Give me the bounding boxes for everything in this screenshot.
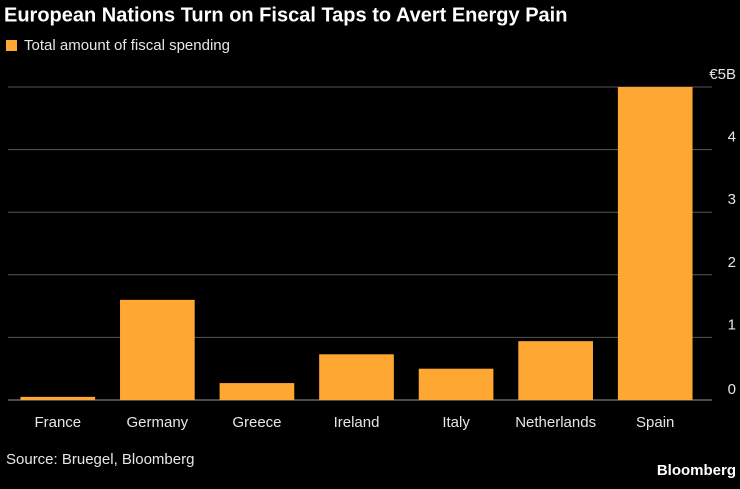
x-tick-label: Italy	[442, 414, 470, 431]
bar	[418, 368, 494, 400]
brand: Bloomberg	[657, 462, 736, 479]
chart-title: European Nations Turn on Fiscal Taps to …	[4, 4, 567, 26]
bar	[617, 87, 693, 400]
bar	[120, 299, 195, 400]
bar	[518, 341, 593, 400]
x-tick-label: Greece	[232, 414, 281, 431]
y-tick-label: 2	[728, 254, 736, 271]
y-tick-label: €5B	[709, 66, 736, 83]
x-tick-label: Spain	[636, 414, 674, 431]
x-tick-label: France	[34, 414, 81, 431]
bar	[20, 396, 96, 400]
source: Source: Bruegel, Bloomberg	[6, 451, 194, 468]
x-tick-label: Netherlands	[515, 414, 596, 431]
legend-label: Total amount of fiscal spending	[24, 37, 230, 54]
y-tick-label: 0	[728, 381, 736, 398]
y-tick-label: 1	[728, 316, 736, 333]
x-tick-label: Germany	[127, 414, 189, 431]
legend-swatch	[6, 40, 17, 51]
x-tick-label: Ireland	[334, 414, 380, 431]
bar	[319, 354, 394, 400]
y-tick-label: 4	[728, 129, 736, 146]
bar	[219, 383, 295, 400]
y-tick-label: 3	[728, 191, 736, 208]
